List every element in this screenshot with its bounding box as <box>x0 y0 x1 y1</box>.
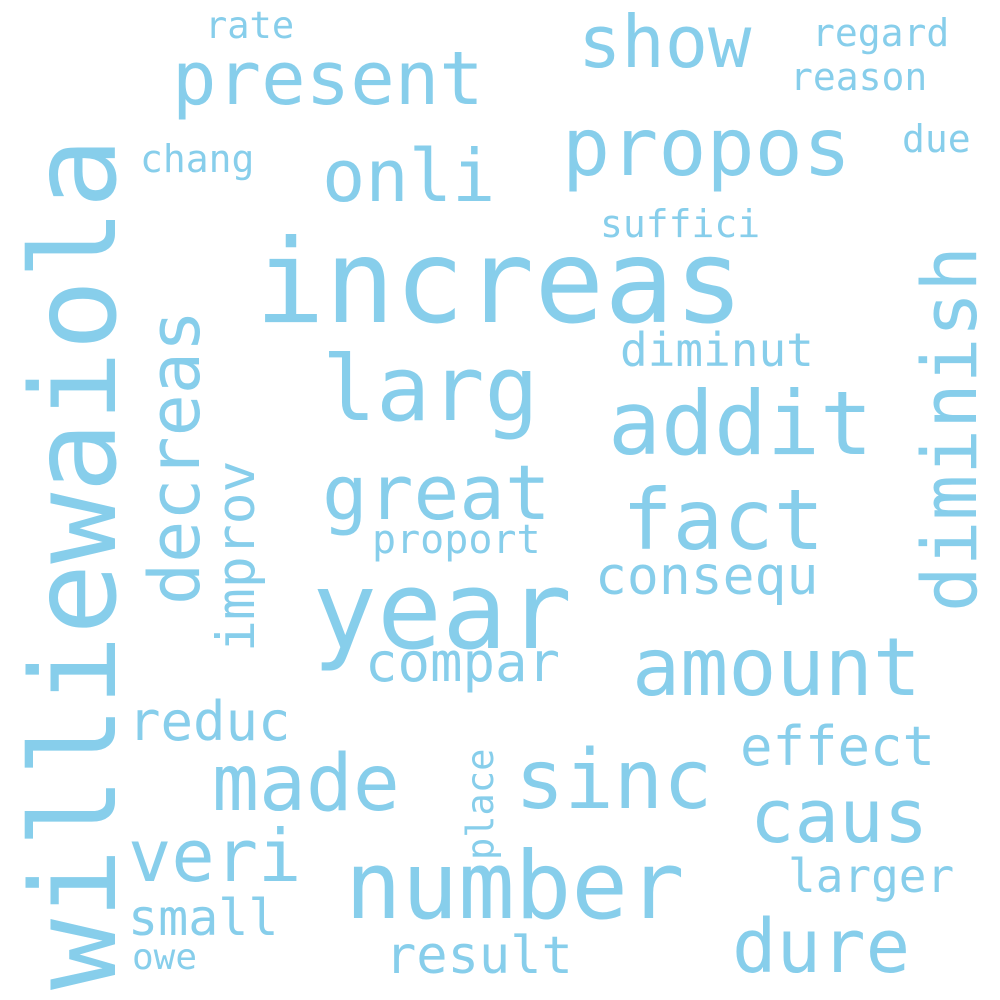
word-due: due <box>902 117 971 161</box>
word-diminut: diminut <box>620 323 814 377</box>
word-proport: proport <box>372 517 541 563</box>
word-effect: effect <box>740 715 936 778</box>
word-rate: rate <box>205 4 295 47</box>
word-diminish: diminish <box>905 245 994 612</box>
word-reduc: reduc <box>128 690 291 753</box>
word-onli: onli <box>322 134 496 218</box>
word-chang: chang <box>140 137 255 181</box>
word-williewaiola: williewaiola <box>5 137 143 990</box>
word-amount: amount <box>632 621 921 714</box>
word-veri: veri <box>128 814 302 898</box>
word-suffici: suffici <box>600 202 761 246</box>
word-consequ: consequ <box>595 546 819 607</box>
word-caus: caus <box>750 774 929 860</box>
word-increas: increas <box>255 215 744 350</box>
word-propos: propos <box>562 101 851 194</box>
word-made: made <box>212 739 400 829</box>
word-larger: larger <box>788 849 955 903</box>
word-decreas: decreas <box>134 309 216 605</box>
word-number: number <box>345 832 685 941</box>
word-compar: compar <box>365 631 561 694</box>
word-regard: regard <box>812 11 950 55</box>
word-year: year <box>312 549 573 674</box>
word-addit: addit <box>608 372 873 475</box>
word-result: result <box>385 926 573 986</box>
word-present: present <box>172 36 484 122</box>
word-owe: owe <box>132 937 198 978</box>
word-reason: reason <box>790 55 928 99</box>
word-larg: larg <box>322 337 539 442</box>
word-show: show <box>578 0 752 84</box>
word-fact: fact <box>622 471 825 569</box>
word-small: small <box>128 889 279 947</box>
word-improv: improv <box>206 460 267 652</box>
word-great: great <box>322 448 551 537</box>
word-dure: dure <box>732 904 911 990</box>
word-sinc: sinc <box>515 733 713 828</box>
